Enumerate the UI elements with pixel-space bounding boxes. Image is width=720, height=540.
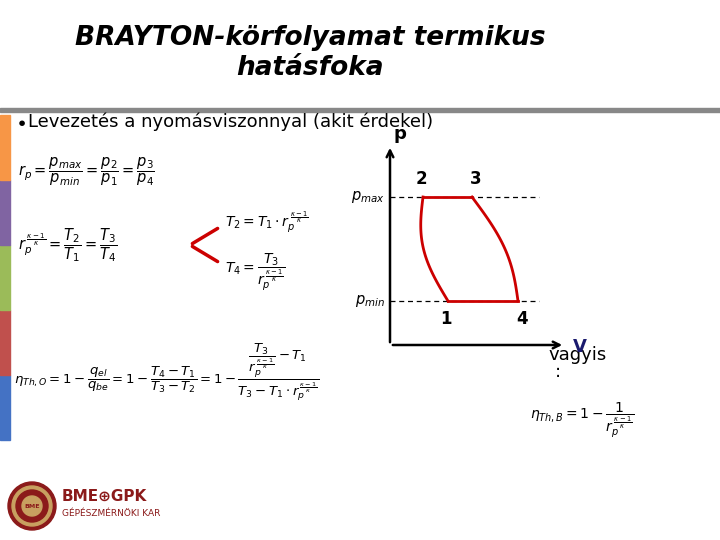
Text: $\bullet$: $\bullet$ — [15, 112, 26, 132]
Text: $T_4 = \dfrac{T_3}{r_p^{\,\frac{\kappa-1}{\kappa}}}$: $T_4 = \dfrac{T_3}{r_p^{\,\frac{\kappa-1… — [225, 251, 285, 293]
Text: Levezetés a nyomásviszonnyal (akit érdekel): Levezetés a nyomásviszonnyal (akit érdek… — [28, 113, 433, 131]
Circle shape — [22, 496, 42, 516]
Text: $p_{min}$: $p_{min}$ — [355, 293, 385, 309]
Text: hatásfoka: hatásfoka — [236, 55, 384, 81]
Text: :: : — [555, 363, 561, 381]
Text: $\eta_{Th,O} = 1 - \dfrac{q_{el}}{q_{be}} = 1 - \dfrac{T_4 - T_1}{T_3 - T_2} = 1: $\eta_{Th,O} = 1 - \dfrac{q_{el}}{q_{be}… — [14, 341, 319, 403]
Text: 4: 4 — [516, 310, 528, 328]
Circle shape — [16, 490, 48, 522]
Bar — [0, 0, 720, 110]
Text: 1: 1 — [440, 310, 451, 328]
Text: $r_p^{\,\frac{\kappa-1}{\kappa}} = \dfrac{T_2}{T_1} = \dfrac{T_3}{T_4}$: $r_p^{\,\frac{\kappa-1}{\kappa}} = \dfra… — [18, 226, 117, 264]
Text: BME⊕GPK: BME⊕GPK — [62, 489, 148, 503]
Text: V: V — [573, 338, 587, 356]
Bar — [0, 245, 10, 310]
Text: $p_{max}$: $p_{max}$ — [351, 189, 385, 205]
Bar — [0, 180, 10, 245]
Bar — [0, 108, 720, 112]
Text: $\eta_{Th,B} = 1 - \dfrac{1}{r_p^{\,\frac{\kappa-1}{\kappa}}}$: $\eta_{Th,B} = 1 - \dfrac{1}{r_p^{\,\fra… — [530, 400, 634, 440]
Text: $T_2 = T_1 \cdot r_p^{\,\frac{\kappa-1}{\kappa}}$: $T_2 = T_1 \cdot r_p^{\,\frac{\kappa-1}{… — [225, 210, 309, 235]
Text: 3: 3 — [470, 170, 482, 188]
Text: $r_p = \dfrac{p_{max}}{p_{min}} = \dfrac{p_2}{p_1} = \dfrac{p_3}{p_4}$: $r_p = \dfrac{p_{max}}{p_{min}} = \dfrac… — [18, 156, 155, 188]
Bar — [0, 115, 10, 180]
Bar — [0, 375, 10, 440]
Text: vagyis: vagyis — [548, 346, 606, 364]
Text: BRAYTON-körfolyamat termikus: BRAYTON-körfolyamat termikus — [75, 25, 545, 51]
Text: p: p — [394, 125, 406, 143]
Circle shape — [12, 486, 52, 526]
Text: GÉPÉSZMÉRNÖKI KAR: GÉPÉSZMÉRNÖKI KAR — [62, 509, 161, 517]
Text: BME: BME — [24, 503, 40, 509]
Bar — [0, 310, 10, 375]
Text: 2: 2 — [415, 170, 427, 188]
Circle shape — [8, 482, 56, 530]
